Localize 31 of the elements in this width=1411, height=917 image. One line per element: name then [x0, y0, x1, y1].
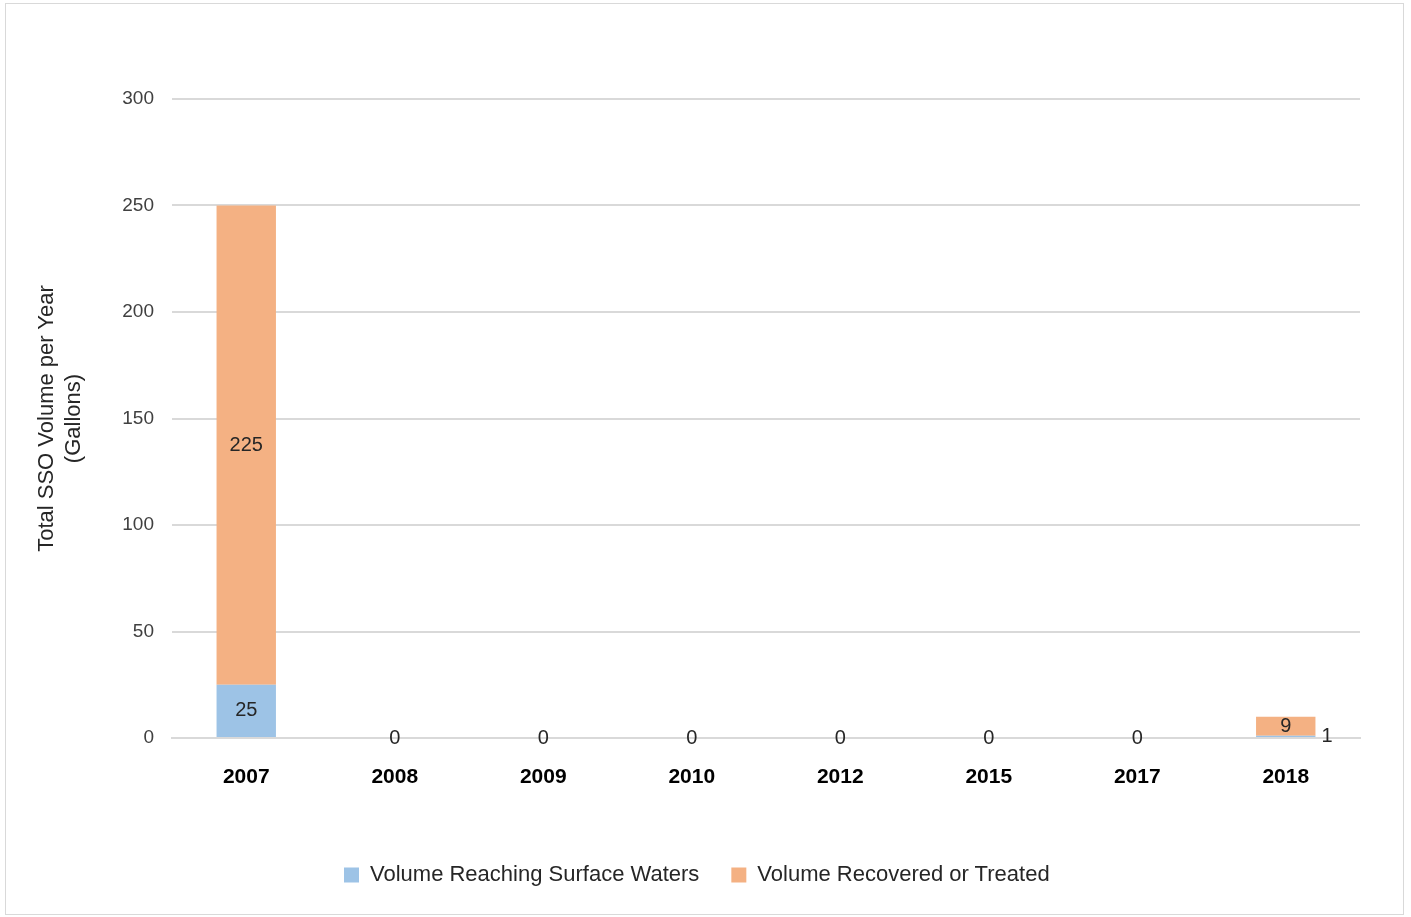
- y-tick-label: 100: [122, 513, 154, 535]
- data-label: 0: [834, 725, 846, 748]
- legend-label: Volume Reaching Surface Waters: [369, 861, 700, 887]
- x-tick-label: 2009: [519, 764, 567, 788]
- data-label: 225: [229, 432, 263, 455]
- data-label: 1: [1321, 723, 1333, 746]
- y-tick-label: 200: [122, 300, 154, 322]
- data-label: 0: [1131, 725, 1143, 748]
- y-tick-label: 50: [132, 619, 154, 641]
- y-axis-title: Total SSO Volume per Year (Gallons): [33, 285, 85, 552]
- x-tick-label: 2007: [222, 764, 270, 788]
- y-tick-label: 300: [122, 87, 154, 109]
- y-tick-label: 250: [122, 193, 154, 215]
- x-tick-label: 2012: [816, 764, 864, 788]
- y-tick-label: 0: [143, 726, 154, 748]
- data-label: 0: [537, 725, 549, 748]
- x-tick-label: 2008: [371, 764, 419, 788]
- y-tick-label: 150: [122, 406, 154, 428]
- bar: [216, 684, 276, 737]
- bar: [216, 205, 276, 685]
- x-tick-label: 2010: [668, 764, 716, 788]
- bar: [1256, 716, 1316, 736]
- data-label: 25: [235, 698, 258, 721]
- legend-label: Volume Recovered or Treated: [757, 861, 1050, 887]
- data-label: 0: [389, 725, 401, 748]
- x-tick-label: 2017: [1113, 764, 1161, 788]
- x-tick-label: 2015: [965, 764, 1013, 788]
- x-tick-label: 2018: [1262, 764, 1310, 788]
- data-label: 0: [983, 725, 995, 748]
- data-label: 9: [1280, 713, 1292, 736]
- data-label: 0: [686, 725, 698, 748]
